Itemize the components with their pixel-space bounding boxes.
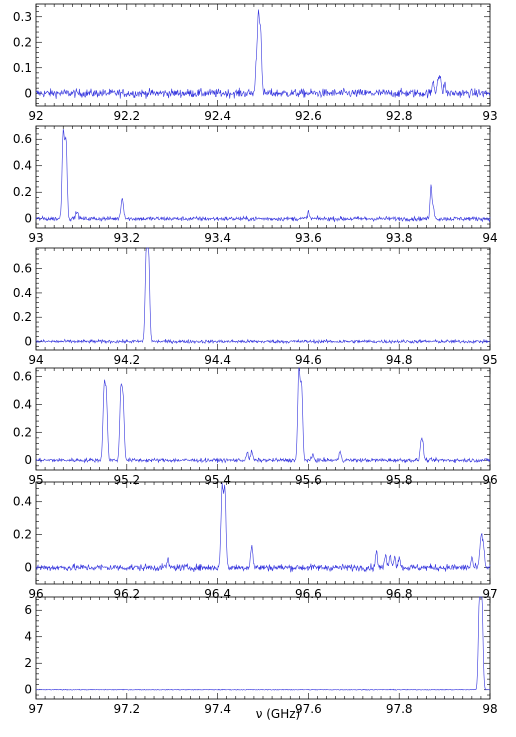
y-tick-label: 0.2 bbox=[13, 310, 32, 324]
spectrum-line bbox=[35, 129, 491, 223]
y-tick-label: 0.4 bbox=[13, 286, 32, 300]
y-tick-label: 0 bbox=[24, 86, 32, 100]
x-tick-label: 94 bbox=[28, 353, 43, 367]
x-tick-label: 97.6 bbox=[295, 702, 322, 716]
y-tick-label: 0.3 bbox=[13, 10, 32, 24]
x-tick-label: 93.8 bbox=[386, 231, 413, 245]
x-tick-label: 93 bbox=[28, 231, 43, 245]
y-tick-label: 0.4 bbox=[13, 159, 32, 173]
x-tick-label: 98 bbox=[482, 702, 497, 716]
spectrum-line bbox=[35, 596, 491, 691]
x-tick-label: 93 bbox=[482, 109, 497, 123]
x-tick-label: 92.4 bbox=[204, 109, 231, 123]
x-tick-label: 92 bbox=[28, 109, 43, 123]
y-tick-label: 0.6 bbox=[13, 262, 32, 276]
y-tick-label: 0 bbox=[24, 335, 32, 349]
x-tick-label: 92.2 bbox=[113, 109, 140, 123]
x-tick-label: 94.4 bbox=[204, 353, 231, 367]
x-tick-label: 97.2 bbox=[113, 702, 140, 716]
x-tick-label: 95.2 bbox=[113, 473, 140, 487]
x-tick-label: 97.8 bbox=[386, 702, 413, 716]
panel-4: 95 95.2 95.4 95.6 95.8 96 0 0.2 0.4 0.6 bbox=[13, 367, 498, 487]
y-tick-label: 0.6 bbox=[13, 132, 32, 146]
spectrum-line bbox=[35, 247, 491, 345]
x-tick-label: 96.4 bbox=[204, 587, 231, 601]
plot-frame bbox=[35, 125, 491, 229]
x-tick-label: 95.8 bbox=[386, 473, 413, 487]
x-tick-label: 95 bbox=[28, 473, 43, 487]
panel-3: 94 94.2 94.4 94.6 94.8 95 0 0.2 0.4 0.6 bbox=[13, 247, 498, 367]
x-tick-label: 92.8 bbox=[386, 109, 413, 123]
y-tick-label: 0 bbox=[24, 212, 32, 226]
panel-2: 93 93.2 93.4 93.6 93.8 94 0 0.2 0.4 0.6 bbox=[13, 125, 498, 245]
y-tick-label: 0.2 bbox=[13, 528, 32, 542]
x-tick-label: 94.6 bbox=[295, 353, 322, 367]
y-tick-label: 2 bbox=[24, 656, 32, 670]
y-tick-label: 0.6 bbox=[13, 369, 32, 383]
x-tick-label: 94.8 bbox=[386, 353, 413, 367]
y-tick-label: 4 bbox=[24, 630, 32, 644]
x-tick-label: 95.6 bbox=[295, 473, 322, 487]
y-tick-label: 6 bbox=[24, 603, 32, 617]
spectrum-line bbox=[35, 367, 491, 464]
y-tick-label: 0.1 bbox=[13, 61, 32, 75]
panels-group: 92 92.2 92.4 92.6 92.8 93 0 0.1 0.2 0.3 93 93.2 93.4… bbox=[13, 3, 498, 716]
spectrum-line bbox=[35, 9, 491, 99]
y-tick-label: 0.4 bbox=[13, 495, 32, 509]
x-tick-label: 94.2 bbox=[113, 353, 140, 367]
x-tick-label: 92.6 bbox=[295, 109, 322, 123]
y-tick-label: 0 bbox=[24, 453, 32, 467]
panel-6: 97 97.2 97.4 97.6 97.8 98 0 2 4 6 bbox=[24, 596, 498, 716]
panel-1: 92 92.2 92.4 92.6 92.8 93 0 0.1 0.2 0.3 bbox=[13, 3, 498, 123]
x-tick-label: 96 bbox=[482, 473, 497, 487]
y-tick-label: 0 bbox=[24, 683, 32, 697]
panel-5: 96 96.2 96.4 96.6 96.8 97 0 0.2 0.4 bbox=[13, 481, 498, 601]
x-axis-label: ν (GHz) bbox=[256, 707, 301, 721]
x-tick-label: 93.6 bbox=[295, 231, 322, 245]
x-tick-label: 96 bbox=[28, 587, 43, 601]
plot-frame bbox=[35, 596, 491, 700]
x-tick-label: 96.8 bbox=[386, 587, 413, 601]
x-tick-label: 95.4 bbox=[204, 473, 231, 487]
y-tick-label: 0 bbox=[24, 561, 32, 575]
x-tick-label: 95 bbox=[482, 353, 497, 367]
y-tick-label: 0.4 bbox=[13, 397, 32, 411]
x-tick-label: 97 bbox=[28, 702, 43, 716]
plot-frame bbox=[35, 481, 491, 585]
x-tick-label: 93.2 bbox=[113, 231, 140, 245]
x-tick-label: 96.2 bbox=[113, 587, 140, 601]
y-tick-label: 0.2 bbox=[13, 185, 32, 199]
x-tick-label: 96.6 bbox=[295, 587, 322, 601]
x-tick-label: 97.4 bbox=[204, 702, 231, 716]
y-tick-label: 0.2 bbox=[13, 35, 32, 49]
x-tick-label: 94 bbox=[482, 231, 497, 245]
spectrum-line bbox=[35, 483, 491, 573]
x-tick-label: 93.4 bbox=[204, 231, 231, 245]
y-tick-label: 0.2 bbox=[13, 425, 32, 439]
x-tick-label: 97 bbox=[482, 587, 497, 601]
plot-frame bbox=[35, 247, 491, 351]
